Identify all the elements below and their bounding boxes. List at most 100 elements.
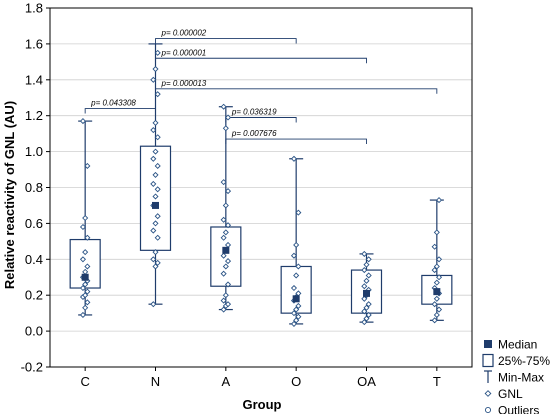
- gnl-point: [365, 272, 372, 279]
- plot-frame: [49, 7, 473, 368]
- gnl-point: [154, 49, 161, 56]
- y-tick-label: 1.8: [25, 1, 43, 16]
- gnl-point: [79, 223, 87, 231]
- y-tick-label: 0.4: [25, 252, 43, 267]
- legend-median-swatch: [484, 340, 492, 348]
- gnl-point: [290, 284, 298, 292]
- gnl-point: [84, 234, 91, 241]
- legend-item-gnl: GNL: [484, 387, 523, 401]
- gnl-point: [154, 259, 161, 266]
- gnl-point: [222, 292, 229, 299]
- gnl-point: [224, 301, 232, 308]
- gnl-point: [152, 220, 159, 227]
- x-axis-title: Group: [243, 397, 282, 412]
- gnl-point: [290, 310, 298, 317]
- gnl-point: [361, 319, 368, 326]
- y-tick-label: 1.4: [25, 72, 43, 87]
- gnl-point: [361, 250, 368, 257]
- gnl-point: [150, 301, 157, 308]
- x-tick-labels: C N A O OA T: [80, 374, 440, 389]
- p-value-label: p= 0.036319: [231, 107, 277, 116]
- gnl-point: [220, 270, 227, 277]
- gnl-point: [79, 311, 87, 318]
- median-marker: [222, 246, 230, 254]
- legend-box-swatch: [482, 353, 494, 368]
- gnl-point: [152, 148, 159, 155]
- legend-diamond-swatch: [484, 390, 492, 397]
- significance-bracket: [225, 117, 297, 123]
- gnl-point: [224, 188, 232, 195]
- y-tick-label: 1.6: [25, 36, 43, 51]
- y-tick-label: 1.0: [25, 144, 43, 159]
- boxes: [69, 43, 453, 327]
- gnl-point: [224, 281, 232, 288]
- y-tick-label: 0.0: [25, 324, 43, 339]
- gnl-point: [361, 283, 368, 290]
- box-group-n: [139, 43, 172, 308]
- gnl-point: [220, 103, 227, 110]
- y-tick-labels: -0.2 0.0 0.2 0.4 0.6 0.8 1.0 1.2 1.4 1.6 1.8: [21, 1, 43, 375]
- gnl-point: [435, 256, 443, 263]
- legend: Median 25%-75% Min-Max GNL Outliers: [482, 338, 550, 414]
- gnl-point: [363, 277, 370, 284]
- y-tick-label: 0.2: [25, 288, 43, 303]
- gnl-point: [293, 272, 300, 279]
- p-value-label: p= 0.000001: [161, 48, 207, 57]
- gnl-point: [220, 252, 227, 259]
- gnl-point: [152, 171, 159, 178]
- gnl-point: [361, 267, 368, 274]
- gnl-point: [220, 179, 227, 186]
- gnl-point: [222, 229, 229, 236]
- gnl-point: [150, 155, 157, 162]
- median-marker: [292, 295, 300, 303]
- gnl-point: [222, 125, 229, 132]
- y-axis-title: Relative reactivity of GNL (AU): [2, 101, 17, 289]
- gnl-point: [152, 249, 159, 256]
- gnl-point: [290, 252, 298, 259]
- gnl-point: [431, 267, 438, 274]
- box-group-o: [280, 155, 312, 327]
- iqr-box: [210, 226, 242, 287]
- axes: [46, 7, 473, 371]
- gnl-point: [150, 76, 157, 83]
- gnl-point: [82, 281, 89, 288]
- gnl-point: [361, 295, 368, 302]
- gnl-point: [150, 180, 157, 187]
- gnl-point: [290, 320, 298, 327]
- gnl-point: [224, 258, 232, 265]
- p-value-label: p= 0.000002: [161, 29, 207, 38]
- x-tick-label: OA: [357, 374, 376, 389]
- gnl-point: [295, 313, 302, 320]
- significance-bracket: [84, 108, 156, 114]
- legend-circle-swatch: [484, 406, 492, 414]
- x-tick-label: C: [80, 374, 89, 389]
- x-tick-label: A: [221, 374, 230, 389]
- significance-bracket: [155, 88, 438, 94]
- gnl-point: [79, 284, 87, 292]
- legend-item-25-75-: 25%-75%: [482, 353, 550, 368]
- gnl-point: [154, 186, 161, 193]
- gnl-point: [152, 263, 159, 270]
- significance-brackets: p= 0.000002 p= 0.000001 p= 0.000013 p= 0.04…: [84, 29, 438, 145]
- gnl-point: [84, 263, 91, 270]
- p-value-label: p= 0.043308: [90, 99, 136, 108]
- gnl-point: [365, 301, 372, 308]
- gnl-point: [431, 301, 438, 308]
- gnl-point: [293, 317, 300, 324]
- significance-bracket: [155, 57, 367, 64]
- legend-item-outliers: Outliers: [484, 404, 539, 414]
- gnl-point: [82, 214, 89, 222]
- gnl-point: [290, 155, 298, 162]
- gnl-point: [293, 241, 300, 248]
- box-group-c: [69, 118, 101, 318]
- gnl-point: [154, 234, 161, 241]
- gnl-point: [433, 279, 440, 286]
- gnl-point: [154, 213, 161, 220]
- y-tick-label: -0.2: [21, 360, 43, 375]
- legend-item-median: Median: [484, 338, 537, 352]
- legend-label: 25%-75%: [498, 354, 550, 368]
- gnl-point: [152, 119, 159, 126]
- gnl-point: [224, 222, 232, 229]
- legend-label: Median: [498, 338, 537, 352]
- gnl-point: [361, 308, 368, 315]
